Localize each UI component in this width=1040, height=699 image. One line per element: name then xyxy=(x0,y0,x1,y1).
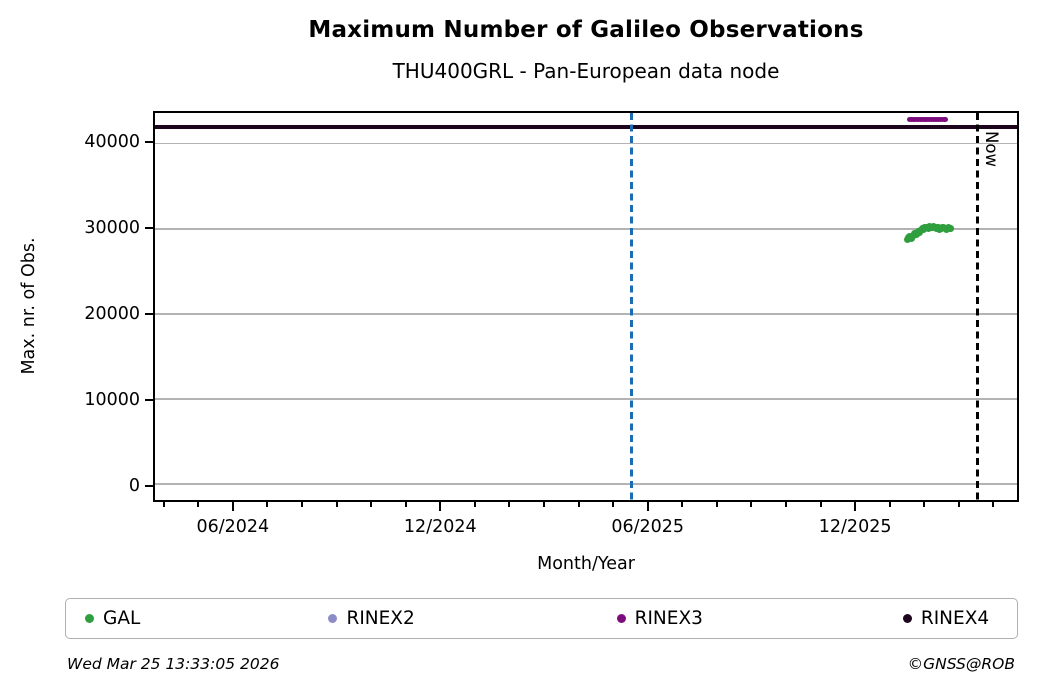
legend-marker-rinex4-icon xyxy=(902,614,912,623)
x-minor-tick-mark xyxy=(508,502,511,507)
y-tick-label: 10000 xyxy=(84,389,140,410)
chart-title: Maximum Number of Galileo Observations xyxy=(308,17,864,43)
x-minor-tick-mark xyxy=(266,502,269,507)
x-minor-tick-mark xyxy=(370,502,373,507)
series-rinex4-line xyxy=(155,124,1017,129)
legend-marker-gal-icon xyxy=(85,614,95,623)
y-tick-label: 30000 xyxy=(84,217,140,238)
y-tick-label: 40000 xyxy=(84,131,140,152)
y-axis-label: Max. nr. of Obs. xyxy=(19,237,39,375)
y-gridline xyxy=(155,398,1017,400)
x-axis-label: Month/Year xyxy=(537,554,635,574)
x-minor-tick-mark xyxy=(542,502,545,507)
y-gridline xyxy=(155,313,1017,315)
legend-label: RINEX4 xyxy=(920,608,990,629)
now-line xyxy=(976,113,979,500)
y-tick-mark xyxy=(145,398,153,401)
x-minor-tick-mark xyxy=(301,502,303,507)
x-minor-tick-mark xyxy=(992,502,995,507)
plot-area xyxy=(153,111,1019,502)
x-minor-tick-mark xyxy=(784,502,787,507)
x-minor-tick-mark xyxy=(577,502,580,507)
legend-box: GAL RINEX2 RINEX3 RINEX4 xyxy=(65,598,1018,639)
y-tick-mark xyxy=(145,485,153,487)
legend-item-gal: GAL xyxy=(85,599,140,638)
y-gridline xyxy=(155,142,1017,145)
legend-marker-rinex3-icon xyxy=(616,614,626,623)
x-major-tick-mark xyxy=(231,502,234,511)
legend-label: RINEX3 xyxy=(634,608,703,629)
x-tick-label: 06/2025 xyxy=(611,517,685,537)
x-minor-tick-mark xyxy=(681,502,684,507)
x-minor-tick-mark xyxy=(750,502,753,507)
x-minor-tick-mark xyxy=(715,502,718,507)
legend-item-rinex3: RINEX3 xyxy=(616,599,703,638)
x-tick-label: 12/2025 xyxy=(818,517,892,537)
x-minor-tick-mark xyxy=(957,502,960,507)
y-gridline xyxy=(155,483,1017,485)
x-major-tick-mark xyxy=(439,502,442,511)
x-tick-label: 06/2024 xyxy=(196,517,270,537)
y-tick-mark xyxy=(145,140,153,143)
event-vline xyxy=(630,113,633,500)
chart-subtitle: THU400GRL - Pan-European data node xyxy=(392,59,780,83)
x-tick-label: 12/2024 xyxy=(403,517,477,537)
x-minor-tick-mark xyxy=(923,502,926,507)
x-major-tick-mark xyxy=(646,502,649,511)
legend-marker-rinex2-icon xyxy=(328,614,338,623)
x-minor-tick-mark xyxy=(819,502,822,507)
series-gal-point xyxy=(947,225,955,233)
x-major-tick-mark xyxy=(854,502,857,511)
y-tick-mark xyxy=(145,226,153,229)
credit-text: ©GNSS@ROB xyxy=(907,655,1015,673)
x-minor-tick-mark xyxy=(888,502,891,507)
y-tick-mark xyxy=(145,312,153,315)
legend-label: GAL xyxy=(103,608,141,629)
legend-label: RINEX2 xyxy=(346,608,415,629)
x-minor-tick-mark xyxy=(404,502,407,507)
timestamp-text: Wed Mar 25 13:33:05 2026 xyxy=(67,655,280,673)
y-gridline xyxy=(155,228,1017,230)
x-minor-tick-mark xyxy=(335,502,338,507)
y-tick-label: 0 xyxy=(128,476,140,496)
x-minor-tick-mark xyxy=(473,502,476,507)
series-rinex3-point xyxy=(943,117,949,123)
legend-item-rinex2: RINEX2 xyxy=(328,599,415,638)
x-minor-tick-mark xyxy=(197,502,200,507)
now-line-label: Now xyxy=(982,131,1002,167)
x-minor-tick-mark xyxy=(612,502,615,507)
legend-item-rinex4: RINEX4 xyxy=(902,599,990,638)
y-tick-label: 20000 xyxy=(84,303,140,324)
x-minor-tick-mark xyxy=(162,502,165,507)
